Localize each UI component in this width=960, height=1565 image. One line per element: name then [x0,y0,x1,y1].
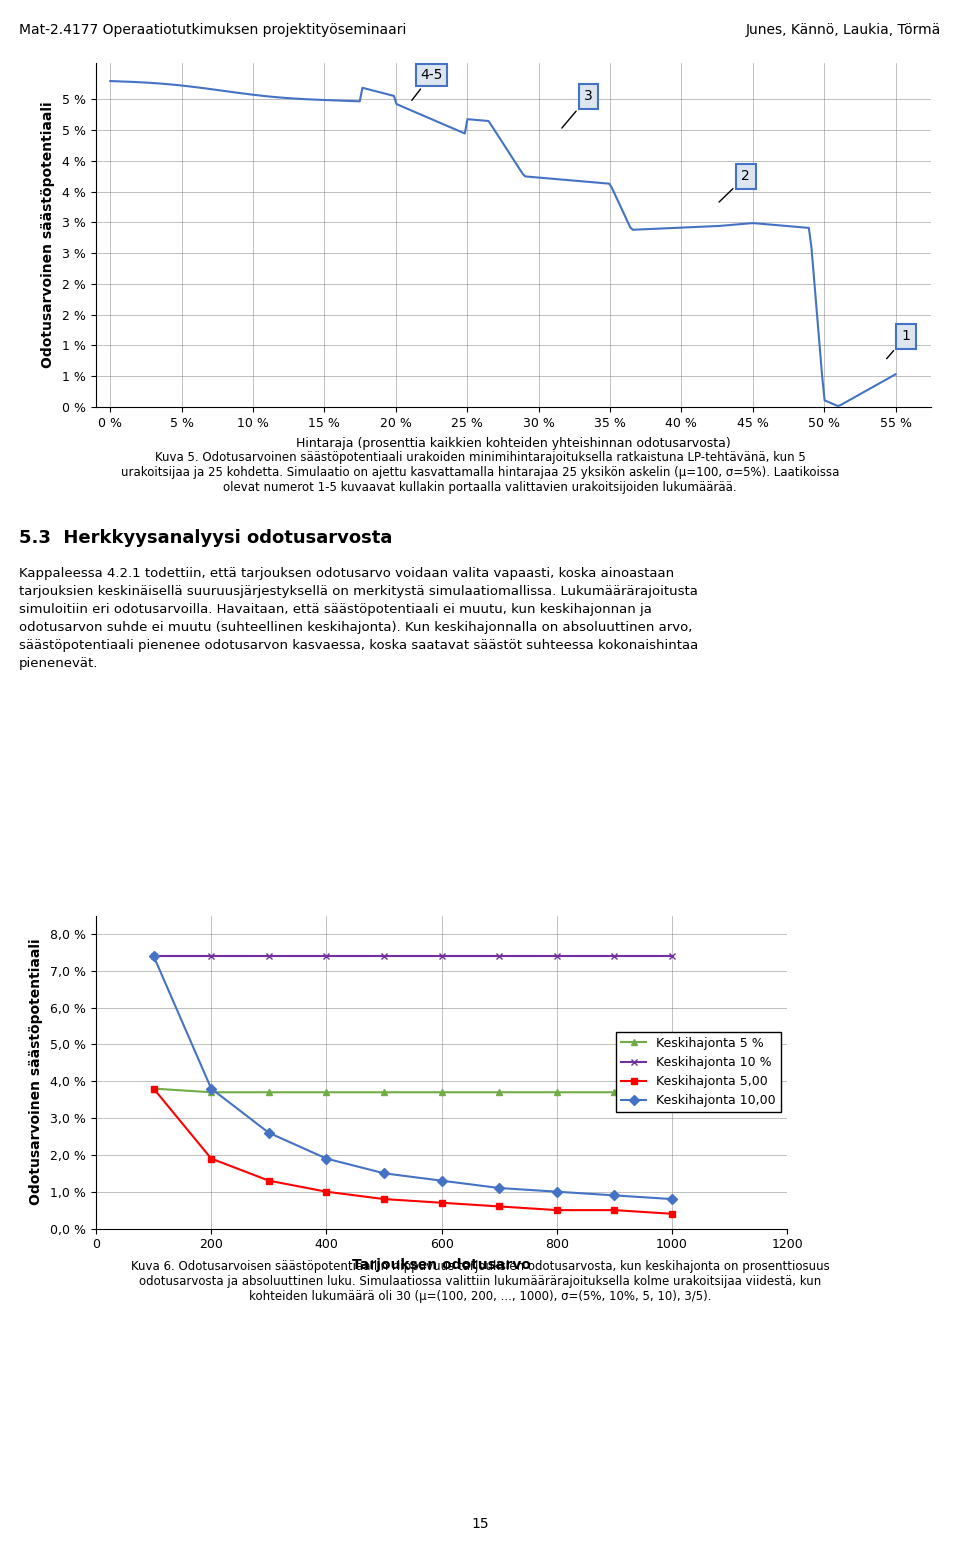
Text: 4-5: 4-5 [412,67,443,100]
Keskihajonta 10 % [666,947,678,966]
Line: Keskihajonta 5 %: Keskihajonta 5 % [150,1085,676,1095]
Keskihajonta 10 % [493,947,505,966]
Keskihajonta 10,00 [263,1124,275,1142]
Text: Kappaleessa 4.2.1 todettiin, että tarjouksen odotusarvo voidaan valita vapaasti,: Kappaleessa 4.2.1 todettiin, että tarjou… [19,567,699,670]
Text: 1: 1 [887,329,911,358]
Keskihajonta 5,00 [609,1200,620,1219]
Keskihajonta 5,00 [436,1194,447,1213]
Text: Kuva 5. Odotusarvoinen säästöpotentiaali urakoiden minimihintarajoituksella ratk: Kuva 5. Odotusarvoinen säästöpotentiaali… [121,451,839,493]
Keskihajonta 10,00 [205,1080,217,1099]
Keskihajonta 5 % [263,1083,275,1102]
Keskihajonta 10,00 [609,1186,620,1205]
Keskihajonta 10 % [436,947,447,966]
Keskihajonta 10,00 [551,1182,563,1200]
Keskihajonta 5 % [321,1083,332,1102]
Keskihajonta 5,00 [148,1080,159,1099]
Keskihajonta 5 % [666,1083,678,1102]
Text: 5.3  Herkkyysanalyysi odotusarvosta: 5.3 Herkkyysanalyysi odotusarvosta [19,529,393,548]
Text: 15: 15 [471,1516,489,1531]
Keskihajonta 5 % [551,1083,563,1102]
Keskihajonta 5,00 [493,1197,505,1216]
Keskihajonta 5 % [378,1083,390,1102]
Keskihajonta 10,00 [493,1178,505,1197]
Keskihajonta 10,00 [321,1149,332,1167]
Keskihajonta 5,00 [666,1205,678,1224]
X-axis label: Tarjouksen odotusarvo: Tarjouksen odotusarvo [352,1258,531,1272]
Keskihajonta 5,00 [263,1171,275,1189]
Keskihajonta 10 % [551,947,563,966]
Keskihajonta 10 % [148,947,159,966]
Line: Keskihajonta 10 %: Keskihajonta 10 % [150,953,676,959]
Keskihajonta 10 % [321,947,332,966]
Keskihajonta 10,00 [378,1164,390,1183]
Keskihajonta 10 % [378,947,390,966]
Keskihajonta 5,00 [321,1182,332,1200]
Line: Keskihajonta 5,00: Keskihajonta 5,00 [150,1085,676,1218]
Keskihajonta 5 % [609,1083,620,1102]
Text: 2: 2 [719,169,750,202]
Text: Junes, Kännö, Laukia, Törmä: Junes, Kännö, Laukia, Törmä [746,23,941,38]
Y-axis label: Odotusarvoinen säästöpotentiaali: Odotusarvoinen säästöpotentiaali [41,102,56,368]
Keskihajonta 5 % [436,1083,447,1102]
Keskihajonta 10 % [205,947,217,966]
Keskihajonta 5 % [205,1083,217,1102]
Legend: Keskihajonta 5 %, Keskihajonta 10 %, Keskihajonta 5,00, Keskihajonta 10,00: Keskihajonta 5 %, Keskihajonta 10 %, Kes… [616,1031,780,1113]
Keskihajonta 5,00 [378,1189,390,1208]
Text: Mat-2.4177 Operaatiotutkimuksen projektityöseminaari: Mat-2.4177 Operaatiotutkimuksen projekti… [19,23,407,38]
Line: Keskihajonta 10,00: Keskihajonta 10,00 [150,953,676,1202]
Text: Kuva 6. Odotusarvoisen säästöpotentiaaliin riippuvuus tarjouksien odotusarvosta,: Kuva 6. Odotusarvoisen säästöpotentiaali… [131,1260,829,1302]
Y-axis label: Odotusarvoinen säästöpotentiaali: Odotusarvoinen säästöpotentiaali [30,939,43,1205]
Text: 3: 3 [562,89,593,128]
Keskihajonta 10,00 [148,947,159,966]
Keskihajonta 10,00 [666,1189,678,1208]
Keskihajonta 10 % [609,947,620,966]
X-axis label: Hintaraja (prosenttia kaikkien kohteiden yhteishinnan odotusarvosta): Hintaraja (prosenttia kaikkien kohteiden… [297,437,731,449]
Keskihajonta 5 % [493,1083,505,1102]
Keskihajonta 5 % [148,1080,159,1099]
Keskihajonta 5,00 [205,1149,217,1167]
Keskihajonta 10 % [263,947,275,966]
Keskihajonta 5,00 [551,1200,563,1219]
Keskihajonta 10,00 [436,1171,447,1189]
